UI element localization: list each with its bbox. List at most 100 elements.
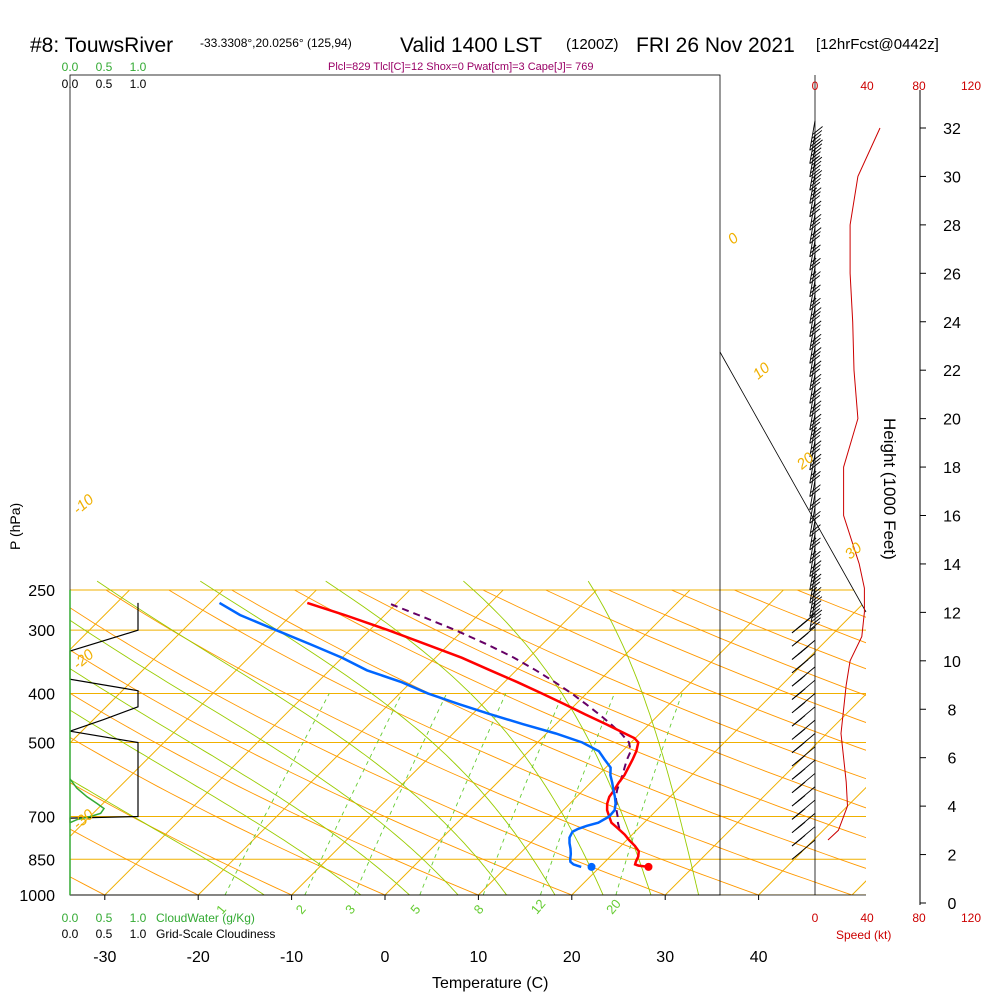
height-tick-label: 28: [943, 218, 961, 235]
barb-half-flag: [797, 676, 804, 682]
thermo-grid: [70, 580, 866, 895]
wind-barb: [809, 267, 821, 298]
mixing-ratio-line: [482, 693, 564, 895]
cloudwater-tick-bottom: 1.0: [130, 911, 147, 925]
barb-flag: [810, 174, 822, 183]
barb-flag: [809, 554, 821, 564]
barb-flag: [794, 755, 806, 764]
wind-barb: [791, 799, 816, 820]
barb-flag: [810, 204, 821, 214]
height-tick-label: 10: [943, 654, 961, 671]
height-tick-label: 26: [943, 266, 961, 283]
barb-flag: [810, 404, 821, 414]
wind-barb: [791, 613, 816, 634]
moist-adiabat: [96, 580, 515, 895]
barb-flag: [809, 301, 821, 311]
cloudiness-tick-bottom: 0.5: [96, 927, 113, 941]
barb-flag: [810, 213, 822, 223]
dry-adiabat: [483, 589, 866, 895]
barb-flag: [810, 373, 822, 383]
barb-staff: [809, 173, 816, 204]
dewpoint-trace: [218, 601, 617, 869]
barb-flag: [809, 381, 821, 391]
barb-flag: [810, 137, 821, 147]
barb-flag: [810, 613, 822, 623]
wind-barb: [791, 733, 816, 754]
barb-staff: [809, 360, 816, 391]
barb-flag: [809, 568, 821, 577]
wind-barb: [809, 173, 822, 204]
dry-adiabat: [294, 589, 866, 895]
y-tick-label: 1000: [19, 888, 55, 905]
barb-staff: [809, 293, 816, 324]
barb-flag: [810, 377, 821, 387]
barb-staff: [809, 600, 816, 630]
barb-half-flag: [797, 783, 804, 788]
barb-flag: [810, 347, 822, 356]
barb-flag: [809, 541, 821, 551]
isotherm-label: -10: [70, 491, 98, 518]
barb-half-flag: [810, 284, 817, 290]
wind-barb: [809, 546, 822, 577]
barb-half-flag: [797, 703, 804, 709]
barb-staff: [809, 160, 816, 191]
barb-flag: [794, 768, 806, 778]
height-axis-title: Height (1000 Feet): [880, 418, 899, 560]
barb-flag: [809, 275, 821, 284]
barb-flag: [810, 177, 821, 187]
barb-flag: [809, 248, 821, 258]
isotherm-line: [851, 589, 866, 895]
speed-tick-bottom: 40: [860, 911, 874, 925]
barb-flag: [797, 659, 809, 669]
barb-staff: [809, 267, 816, 297]
grid-clip: [70, 580, 866, 895]
wind-barb: [809, 586, 823, 617]
barb-flag: [810, 200, 822, 210]
speed-tick-bottom: 120: [961, 911, 981, 925]
wind-barb: [791, 706, 816, 727]
dry-adiabat: [734, 589, 866, 895]
stability-indices: Plcl=829 Tlcl[C]=12 Shox=0 Pwat[cm]=3 Ca…: [328, 61, 593, 73]
barb-flag: [809, 155, 821, 164]
wind-barb: [809, 307, 822, 338]
dry-adiabat: [797, 589, 866, 895]
barb-flag: [810, 364, 821, 374]
barb-staff: [809, 520, 816, 550]
barb-flag: [810, 320, 822, 330]
barb-half-flag: [811, 187, 818, 193]
wind-barb: [791, 653, 816, 674]
barb-half-flag: [800, 647, 807, 653]
barb-staff: [809, 187, 816, 217]
cloudwater-tick-top: 1.0: [130, 60, 147, 74]
y-tick-label: 850: [28, 852, 55, 869]
barb-staff: [809, 133, 816, 164]
dry-adiabat: [70, 589, 695, 895]
wind-barb: [809, 480, 821, 511]
mixing-ratio-label: 8: [471, 902, 487, 917]
barb-flag: [810, 360, 822, 370]
barb-flag: [800, 616, 812, 626]
barb-flag: [810, 440, 822, 450]
barb-flag: [812, 126, 823, 135]
barb-staff: [809, 427, 816, 457]
x-tick-label: 20: [563, 949, 581, 966]
wind-panel: [791, 120, 881, 860]
wind-barb: [809, 453, 821, 484]
wind-barb: [809, 120, 823, 151]
barb-staff: [809, 147, 816, 177]
moist-adiabat: [70, 580, 422, 895]
barb-flag: [809, 621, 821, 631]
barb-flag: [810, 324, 821, 334]
wind-barb: [791, 626, 816, 647]
barb-flag: [809, 341, 821, 351]
mixing-ratio-label: 3: [342, 902, 358, 917]
barb-flag: [810, 457, 821, 467]
barb-flag: [811, 156, 823, 166]
barb-flag: [810, 510, 821, 520]
isotherm-line: [104, 589, 411, 895]
barb-flag: [810, 337, 821, 347]
speed-tick-top: 80: [912, 79, 926, 93]
barb-half-flag: [810, 550, 817, 556]
barb-flag: [810, 151, 821, 161]
height-tick-label: 8: [948, 702, 957, 719]
